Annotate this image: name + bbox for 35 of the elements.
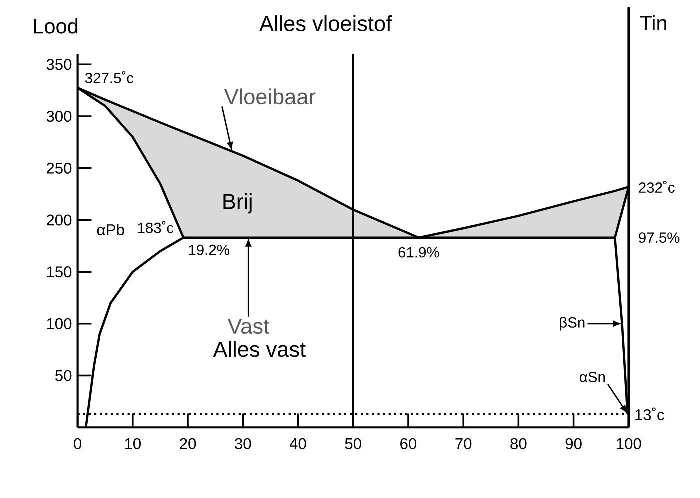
- y-tick-label: 300: [46, 111, 72, 122]
- x-tick-label: 70: [456, 438, 472, 450]
- annotation: 61.9%: [398, 247, 440, 258]
- x-tick-label: 10: [125, 438, 141, 450]
- y-axis-title: Lood: [34, 18, 78, 34]
- y-tick-label: 250: [46, 162, 72, 174]
- ref-line-label: Tin: [640, 16, 666, 31]
- text: Alles vloeistof: [260, 16, 392, 32]
- annotation: 97.5%: [639, 232, 680, 244]
- x-tick-label: 0: [74, 438, 82, 450]
- annotation: 327.5˚c: [85, 72, 134, 84]
- x-tick-label: 100: [617, 438, 642, 450]
- y-tick-label: 350: [46, 59, 72, 70]
- annotation: Alles vast: [213, 341, 306, 358]
- y-tick-label: 50: [56, 370, 72, 382]
- annotation: αSn: [580, 372, 605, 383]
- annotation: αPb: [97, 224, 124, 236]
- annotation: Brij: [224, 194, 252, 214]
- y-tick-label: 150: [47, 266, 72, 278]
- x-tick-label: 20: [180, 438, 196, 450]
- annotation: 232˚c: [639, 181, 675, 194]
- annotation: Vast: [228, 319, 270, 334]
- annotation: Vloeibaar: [224, 88, 316, 105]
- x-tick-label: 30: [235, 438, 252, 450]
- x-tick-label: 90: [566, 438, 582, 450]
- x-tick-label: 40: [290, 438, 306, 450]
- x-tick-label: 80: [510, 438, 527, 450]
- x-tick-label: 60: [400, 438, 417, 450]
- x-tick-label: 50: [345, 438, 362, 450]
- ref-line-label: 13˚c: [636, 408, 664, 421]
- annotation: βSn: [560, 317, 585, 331]
- y-tick-label: 100: [47, 318, 72, 330]
- annotation: 183˚c: [138, 221, 174, 234]
- annotation: 19.2%: [189, 245, 230, 256]
- y-tick-label: 200: [46, 214, 72, 226]
